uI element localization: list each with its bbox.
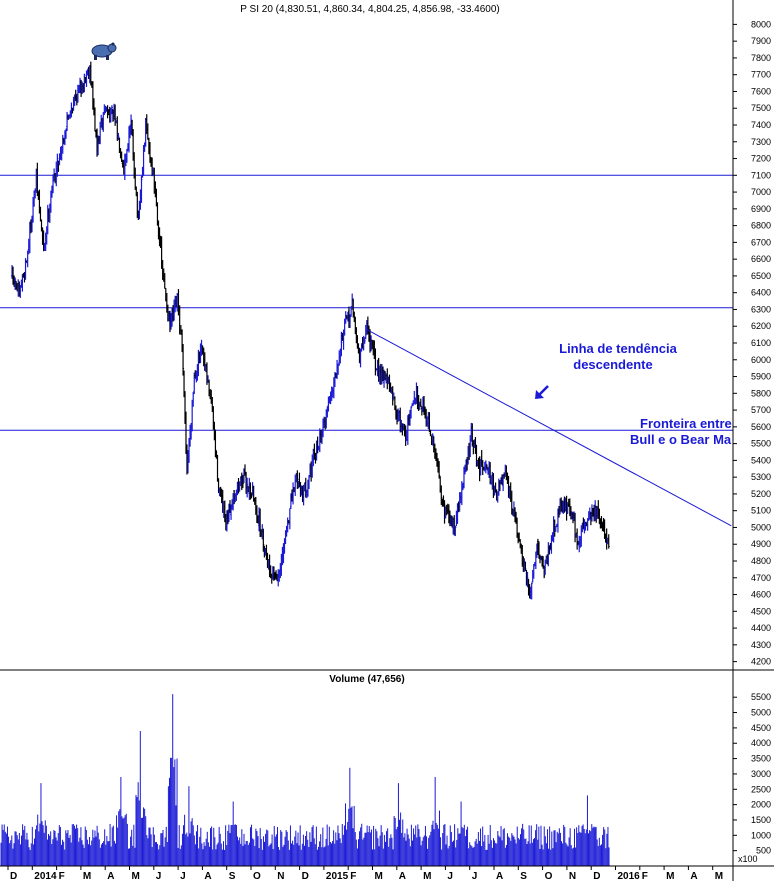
arrow-icon (535, 385, 549, 399)
volume-tick-label: 5000 (751, 708, 771, 718)
x-tick-label: M (666, 871, 674, 881)
volume-tick-label: 4000 (751, 738, 771, 748)
price-title: P SI 20 (4,830.51, 4,860.34, 4,804.25, 4… (240, 4, 499, 15)
x-tick-label: J (180, 871, 186, 881)
price-tick-label: 7100 (751, 170, 771, 180)
price-tick-label: 7800 (751, 53, 771, 63)
volume-tick-label: 3500 (751, 754, 771, 764)
x-tick-label: A (690, 871, 697, 881)
price-tick-label: 6400 (751, 288, 771, 298)
x-tick-label: S (229, 871, 236, 881)
x-tick-label: S (520, 871, 527, 881)
border-label-line-1: Fronteira entre (640, 416, 732, 431)
price-tick-label: 6600 (751, 254, 771, 264)
x-tick-label: M (375, 871, 383, 881)
price-tick-label: 8000 (751, 19, 771, 29)
price-tick-label: 5100 (751, 506, 771, 516)
price-tick-label: 4900 (751, 539, 771, 549)
price-tick-label: 6500 (751, 271, 771, 281)
bear-icon (91, 42, 117, 60)
price-tick-label: 5500 (751, 439, 771, 449)
volume-tick-label: 3000 (751, 769, 771, 779)
volume-title: Volume (47,656) (329, 674, 404, 685)
x-tick-label: A (204, 871, 211, 881)
x-tick-label: O (545, 871, 553, 881)
x-tick-label: O (253, 871, 261, 881)
x-tick-label: A (107, 871, 114, 881)
trendline (366, 329, 732, 527)
x-tick-label: 2015 (326, 871, 349, 881)
x-tick-label: J (156, 871, 162, 881)
price-tick-label: 6900 (751, 204, 771, 214)
price-tick-label: 7000 (751, 187, 771, 197)
x-tick-label: D (593, 871, 600, 881)
price-tick-label: 4200 (751, 657, 771, 667)
volume-tick-label: 2500 (751, 784, 771, 794)
x-tick-label: M (132, 871, 140, 881)
price-tick-label: 6300 (751, 304, 771, 314)
border-label-line-2: Bull e o Bear Ma (630, 432, 732, 447)
x-tick-label: M (423, 871, 431, 881)
x-tick-label: F (59, 871, 65, 881)
price-tick-label: 4700 (751, 573, 771, 583)
x-tick-label: A (496, 871, 503, 881)
price-tick-label: 4300 (751, 640, 771, 650)
x-tick-label: F (642, 871, 648, 881)
price-tick-label: 6100 (751, 338, 771, 348)
volume-tick-label: 2000 (751, 800, 771, 810)
price-tick-label: 6000 (751, 355, 771, 365)
price-tick-label: 7700 (751, 70, 771, 80)
price-tick-label: 6200 (751, 321, 771, 331)
x-tick-label: F (350, 871, 356, 881)
volume-tick-label: 500 (756, 846, 771, 856)
price-tick-label: 7500 (751, 103, 771, 113)
price-tick-label: 5000 (751, 522, 771, 532)
price-tick-label: 5600 (751, 422, 771, 432)
price-tick-label: 5300 (751, 472, 771, 482)
x-tick-label: J (447, 871, 453, 881)
x-tick-label: M (83, 871, 91, 881)
price-tick-label: 5800 (751, 388, 771, 398)
volume-tick-label: 1000 (751, 830, 771, 840)
price-tick-label: 5900 (751, 372, 771, 382)
volume-tick-label: 1500 (751, 815, 771, 825)
price-tick-label: 7300 (751, 137, 771, 147)
volume-multiplier: x100 (738, 854, 758, 864)
price-tick-label: 6800 (751, 221, 771, 231)
trend-label-line-2: descendente (573, 357, 652, 372)
x-tick-label: N (277, 871, 284, 881)
x-tick-label: A (399, 871, 406, 881)
price-tick-label: 7400 (751, 120, 771, 130)
x-tick-label: D (10, 871, 17, 881)
x-tick-label: M (715, 871, 723, 881)
price-tick-label: 7200 (751, 154, 771, 164)
price-tick-label: 4500 (751, 606, 771, 616)
price-tick-label: 7900 (751, 36, 771, 46)
price-tick-label: 4600 (751, 590, 771, 600)
volume-tick-label: 5500 (751, 692, 771, 702)
price-tick-label: 6700 (751, 237, 771, 247)
price-tick-label: 5700 (751, 405, 771, 415)
price-tick-label: 4400 (751, 623, 771, 633)
x-tick-label: N (569, 871, 576, 881)
x-tick-label: 2016 (618, 871, 641, 881)
x-tick-label: 2014 (34, 871, 57, 881)
price-tick-label: 7600 (751, 86, 771, 96)
trend-label-line-1: Linha de tendência (559, 341, 678, 356)
x-tick-label: D (302, 871, 309, 881)
price-tick-label: 5400 (751, 455, 771, 465)
x-tick-label: J (472, 871, 478, 881)
volume-tick-label: 4500 (751, 723, 771, 733)
price-tick-label: 5200 (751, 489, 771, 499)
price-tick-label: 4800 (751, 556, 771, 566)
